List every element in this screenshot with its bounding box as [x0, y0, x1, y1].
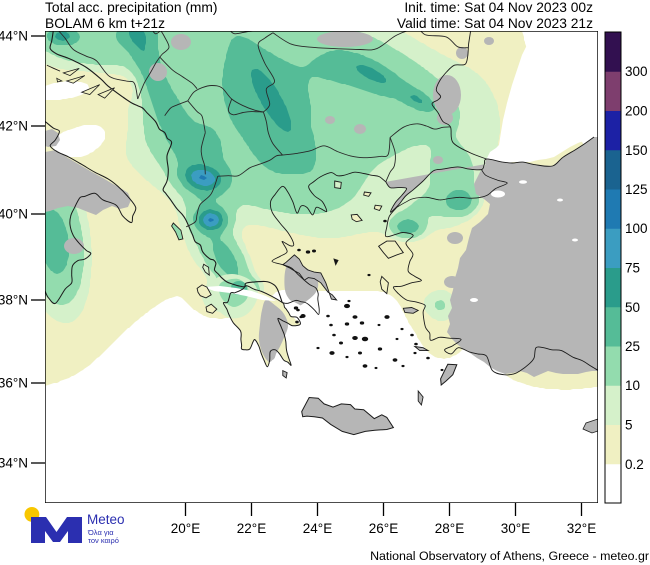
svg-text:30°E: 30°E: [501, 521, 530, 536]
svg-text:τον καιρό: τον καιρό: [88, 536, 119, 545]
svg-text:26°E: 26°E: [369, 521, 398, 536]
svg-text:50: 50: [625, 300, 640, 315]
svg-text:10: 10: [625, 378, 640, 393]
svg-text:0.2: 0.2: [625, 457, 644, 472]
svg-text:75: 75: [625, 261, 640, 276]
svg-text:36°N: 36°N: [0, 376, 28, 391]
svg-text:Total acc. precipitation (mm): Total acc. precipitation (mm): [45, 0, 218, 15]
svg-text:5: 5: [625, 418, 633, 433]
svg-text:BOLAM 6 km t+21z: BOLAM 6 km t+21z: [45, 16, 165, 31]
svg-text:34°N: 34°N: [0, 456, 28, 471]
svg-text:40°N: 40°N: [0, 207, 28, 222]
svg-text:32°E: 32°E: [567, 521, 596, 536]
svg-text:150: 150: [625, 143, 648, 158]
svg-text:Όλα για: Όλα για: [87, 528, 114, 537]
svg-text:38°N: 38°N: [0, 293, 28, 308]
svg-text:National Observatory of Athens: National Observatory of Athens, Greece -…: [370, 549, 649, 563]
svg-text:20°E: 20°E: [171, 521, 200, 536]
svg-text:28°E: 28°E: [435, 521, 464, 536]
svg-text:Valid time: Sat 04 Nov 2023 21: Valid time: Sat 04 Nov 2023 21z: [397, 16, 593, 31]
svg-text:25: 25: [625, 339, 640, 354]
svg-text:200: 200: [625, 104, 648, 119]
svg-text:24°E: 24°E: [303, 521, 332, 536]
svg-text:42°N: 42°N: [0, 119, 28, 134]
svg-text:125: 125: [625, 182, 648, 197]
svg-text:Init. time: Sat 04 Nov 2023 00: Init. time: Sat 04 Nov 2023 00z: [404, 0, 593, 15]
svg-text:44°N: 44°N: [0, 29, 28, 44]
svg-text:300: 300: [625, 64, 648, 79]
svg-text:22°E: 22°E: [237, 521, 266, 536]
svg-text:100: 100: [625, 221, 648, 236]
svg-text:Meteo: Meteo: [87, 512, 125, 527]
